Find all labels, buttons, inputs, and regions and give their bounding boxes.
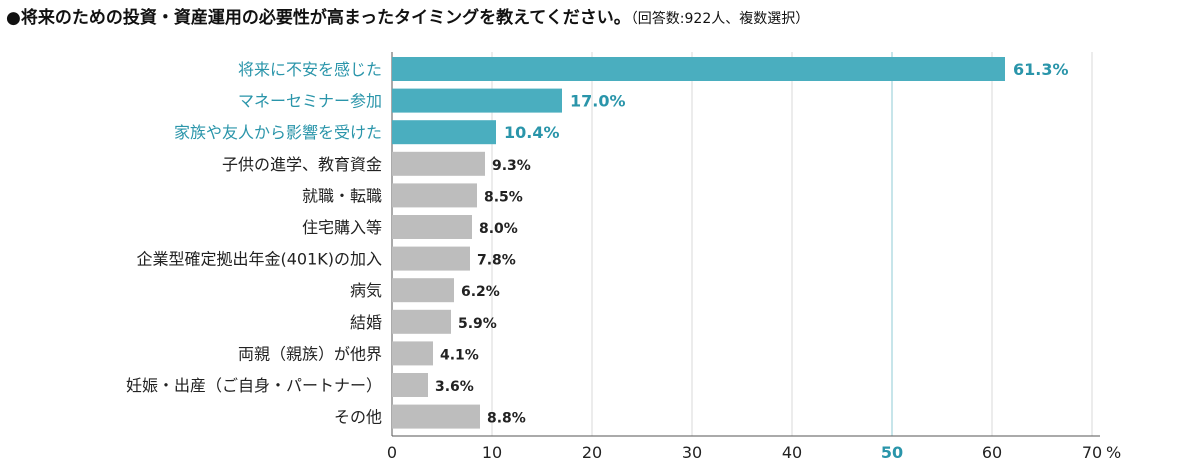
x-tick-label: 0: [387, 443, 397, 461]
x-unit-label: %: [1106, 443, 1121, 461]
category-label: 就職・転職: [302, 186, 382, 205]
category-label: 病気: [350, 281, 382, 300]
data-label: 8.5%: [484, 189, 523, 205]
category-label: 住宅購入等: [302, 218, 382, 237]
data-label: 8.0%: [479, 221, 518, 237]
category-label: マネーセミナー参加: [238, 92, 382, 111]
bar-3[interactable]: [392, 120, 496, 145]
data-label: 17.0%: [570, 92, 626, 111]
bar-5[interactable]: [392, 183, 477, 208]
chart-subtitle: （回答数:922人、複数選択）: [630, 11, 810, 27]
x-tick-label: 60: [982, 443, 1002, 461]
chart-title: ●将来のための投資・資産運用の必要性が高まったタイミングを教えてください。: [6, 8, 631, 28]
x-tick-label: 30: [682, 443, 702, 461]
bar-10[interactable]: [392, 341, 433, 366]
data-label: 61.3%: [1013, 60, 1069, 79]
x-tick-label: 40: [782, 443, 802, 461]
x-tick-label: 50: [881, 443, 903, 461]
data-label: 3.6%: [435, 379, 474, 395]
bar-11[interactable]: [392, 373, 428, 397]
category-label: その他: [334, 408, 382, 427]
bar-12[interactable]: [392, 404, 480, 429]
x-tick-label: 20: [582, 443, 602, 461]
category-label: 家族や友人から影響を受けた: [174, 123, 382, 142]
category-label: 企業型確定拠出年金(401K)の加入: [136, 250, 382, 269]
data-label: 7.8%: [477, 253, 516, 269]
bar-4[interactable]: [392, 151, 485, 176]
bar-7[interactable]: [392, 246, 470, 271]
data-label: 10.4%: [504, 123, 560, 142]
category-label: 妊娠・出産（ご自身・パートナー）: [126, 376, 382, 395]
data-label: 9.3%: [492, 158, 531, 174]
bar-8[interactable]: [392, 278, 454, 303]
category-label: 両親（親族）が他界: [238, 344, 382, 363]
category-label: 子供の進学、教育資金: [222, 155, 382, 174]
x-tick-label: 70: [1082, 443, 1102, 461]
bar-9[interactable]: [392, 309, 451, 334]
data-label: 8.8%: [487, 411, 526, 427]
data-label: 6.2%: [461, 284, 500, 300]
category-label: 結婚: [350, 313, 382, 332]
category-label: 将来に不安を感じた: [238, 60, 382, 79]
chart-title-line: ●将来のための投資・資産運用の必要性が高まったタイミングを教えてください。（回答…: [6, 3, 809, 28]
bar-6[interactable]: [392, 215, 472, 239]
data-label: 5.9%: [458, 316, 497, 332]
data-label: 4.1%: [440, 347, 479, 363]
bar-1[interactable]: [392, 57, 1005, 81]
x-tick-label: 10: [482, 443, 502, 461]
bar-2[interactable]: [392, 88, 562, 113]
